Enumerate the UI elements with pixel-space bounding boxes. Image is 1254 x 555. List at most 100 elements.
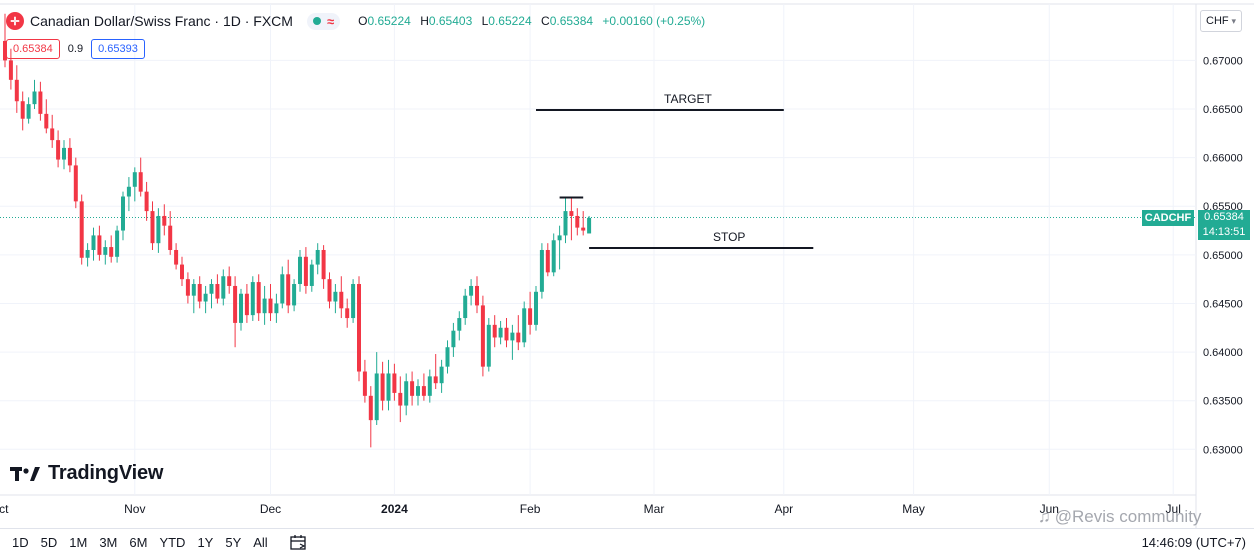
candle-body (357, 284, 361, 372)
y-tick-label: 0.64500 (1203, 298, 1243, 310)
tradingview-logo[interactable]: TradingView (10, 462, 163, 485)
candle-body (333, 291, 338, 302)
candle-body (351, 284, 356, 319)
currency-select[interactable]: CHF ▾ (1200, 10, 1242, 32)
candle-body (339, 291, 344, 309)
candle-body (309, 264, 314, 286)
x-tick-label: Mar (644, 502, 665, 516)
calendar-range-icon[interactable] (290, 534, 308, 550)
candle-body (392, 373, 397, 393)
candle-body (262, 298, 267, 314)
timeframe-1d[interactable]: 1D (12, 534, 29, 550)
candle-body (315, 249, 320, 265)
candle-body (132, 172, 137, 187)
candle-body (581, 227, 586, 231)
candle-body (221, 276, 226, 299)
candle-body (303, 256, 308, 286)
x-tick-label: Oct (0, 502, 9, 516)
y-tick-label: 0.65000 (1203, 250, 1243, 262)
candle-body (380, 373, 385, 401)
candle-body (457, 318, 462, 331)
candle-body (510, 332, 515, 341)
candle-body (162, 215, 167, 226)
candle-body (498, 327, 503, 338)
candle-body (362, 371, 367, 396)
candle-body (280, 274, 285, 304)
candle-body (480, 305, 485, 367)
candle-body (374, 373, 379, 421)
candle-body (38, 91, 43, 114)
candle-body (433, 376, 438, 384)
annotation-label: STOP (713, 230, 745, 244)
x-tick-label: Nov (124, 502, 145, 516)
candle-body (463, 295, 468, 319)
timeframe-1m[interactable]: 1M (69, 534, 88, 550)
market-open-icon (312, 17, 321, 25)
x-tick-label: 2024 (381, 502, 408, 516)
x-tick-label: May (902, 502, 925, 516)
candle-body (587, 217, 592, 234)
candle-body (404, 381, 409, 406)
x-tick-label: Jun (1040, 502, 1059, 516)
candle-body (8, 60, 13, 80)
timeframe-1y[interactable]: 1Y (197, 534, 214, 550)
candle-body (144, 191, 149, 212)
candle-body (239, 293, 243, 323)
timeframe-3m[interactable]: 3M (99, 534, 118, 550)
status-pill[interactable]: ≈ (306, 12, 341, 30)
candle-body (516, 332, 521, 343)
spread-value: 0.9 (67, 43, 84, 55)
candle-body (250, 282, 255, 316)
wave-icon: ≈ (326, 13, 335, 29)
candle-body (528, 308, 533, 325)
timeframe-5y[interactable]: 5Y (225, 534, 242, 550)
chart-legend: ✛ Canadian Dollar/Swiss Franc · 1D · FXC… (6, 8, 711, 34)
candle-body (522, 308, 527, 343)
tradingview-logo-icon (10, 466, 40, 481)
y-tick-label: 0.67000 (1203, 55, 1243, 67)
candle-body (475, 285, 479, 306)
candle-body (575, 215, 580, 228)
utc-clock[interactable]: 14:46:09 (UTC+7) (1141, 535, 1246, 550)
candle-body (274, 303, 279, 314)
candle-body (67, 147, 72, 166)
candle-body (209, 284, 214, 294)
candle-body (445, 347, 450, 367)
candle-body (410, 381, 415, 396)
timeframe-all[interactable]: All (253, 534, 268, 550)
chevron-down-icon: ▾ (1231, 15, 1236, 26)
y-tick-label: 0.63500 (1203, 396, 1243, 408)
candle-body (215, 284, 220, 299)
trade-buttons: 0.65384 0.9 0.65393 (6, 39, 145, 59)
symbol-title[interactable]: Canadian Dollar/Swiss Franc · 1D · FXCM (30, 13, 293, 29)
candle-body (534, 291, 538, 325)
buy-button[interactable]: 0.65393 (91, 39, 145, 59)
y-tick-label: 0.66000 (1203, 153, 1243, 165)
sell-button[interactable]: 0.65384 (6, 39, 60, 59)
tradingview-wordmark: TradingView (48, 462, 164, 484)
candle-body (427, 376, 432, 396)
candle-body (539, 249, 544, 292)
timeframe-5d[interactable]: 5D (40, 534, 58, 550)
candle-body (345, 308, 350, 319)
candle-body (368, 395, 373, 421)
candle-body (62, 147, 66, 160)
candle-body (398, 392, 403, 406)
symbol-flag-icon: ✛ (6, 12, 24, 30)
candle-body (97, 235, 102, 255)
x-tick-label: Jul (1166, 502, 1181, 516)
candle-body (545, 249, 550, 273)
annotation-label: TARGET (664, 92, 712, 106)
candle-body (469, 285, 474, 296)
candle-body (421, 386, 426, 396)
candle-body (3, 40, 7, 61)
timeframe-ytd[interactable]: YTD (159, 534, 186, 550)
timeframe-6m[interactable]: 6M (129, 534, 148, 550)
watermark-icon: ♫ (1038, 507, 1051, 526)
candle-body (32, 91, 37, 105)
candle-body (115, 230, 120, 257)
candle-body (227, 276, 232, 286)
candle-body (185, 279, 190, 296)
